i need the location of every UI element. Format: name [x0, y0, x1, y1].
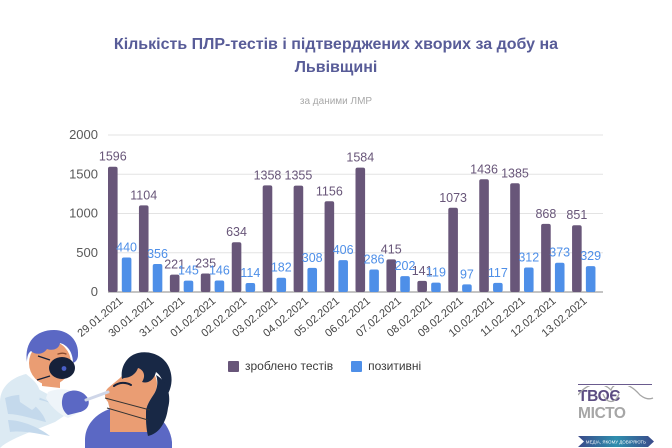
svg-text:500: 500 [76, 245, 98, 260]
svg-text:1104: 1104 [130, 188, 157, 202]
svg-text:0: 0 [91, 284, 98, 299]
svg-text:308: 308 [302, 251, 323, 265]
svg-text:97: 97 [460, 267, 474, 281]
svg-text:851: 851 [566, 208, 587, 222]
svg-text:634: 634 [226, 225, 247, 239]
svg-text:182: 182 [271, 261, 292, 275]
svg-text:1355: 1355 [285, 169, 313, 183]
svg-text:119: 119 [426, 266, 446, 280]
svg-text:1436: 1436 [470, 162, 498, 176]
svg-text:440: 440 [116, 240, 137, 254]
svg-text:114: 114 [240, 266, 260, 280]
svg-text:415: 415 [381, 242, 402, 256]
svg-text:373: 373 [549, 246, 570, 260]
svg-text:МЕДІА, ЯКОМУ ДОВІРЯЮТЬ: МЕДІА, ЯКОМУ ДОВІРЯЮТЬ [586, 440, 646, 445]
svg-text:1000: 1000 [69, 206, 98, 221]
svg-text:МІСТО: МІСТО [578, 405, 626, 422]
svg-text:1385: 1385 [501, 166, 529, 180]
svg-text:1596: 1596 [99, 150, 127, 164]
svg-text:146: 146 [209, 264, 230, 278]
svg-text:117: 117 [488, 266, 508, 280]
svg-text:1156: 1156 [316, 184, 343, 198]
svg-text:1358: 1358 [254, 168, 282, 182]
svg-text:329: 329 [580, 249, 601, 263]
svg-text:868: 868 [535, 207, 556, 221]
svg-text:312: 312 [518, 251, 539, 265]
svg-text:1500: 1500 [69, 166, 98, 181]
svg-text:1584: 1584 [346, 151, 374, 165]
svg-text:1073: 1073 [439, 191, 467, 205]
svg-text:ТВОЄ: ТВОЄ [578, 388, 620, 405]
svg-text:406: 406 [333, 243, 354, 257]
svg-text:2000: 2000 [69, 127, 98, 142]
